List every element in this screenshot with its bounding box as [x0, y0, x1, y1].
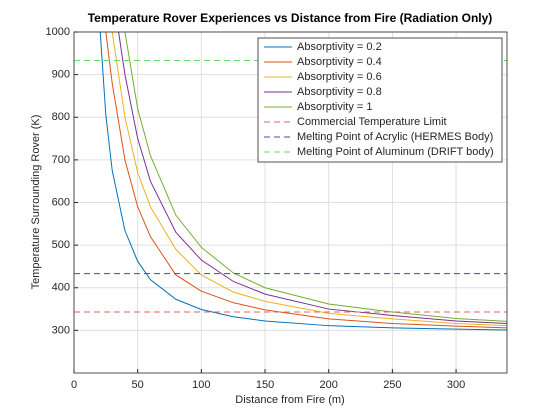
x-tick-label: 100 — [192, 379, 210, 391]
axes-box — [73, 31, 508, 374]
x-tick-label: 0 — [71, 379, 77, 391]
y-tick-label: 300 — [52, 324, 70, 336]
line — [118, 32, 507, 325]
legend-label: Absorptivity = 0.4 — [297, 56, 382, 68]
line — [105, 32, 507, 329]
y-tick-label: 1000 — [46, 26, 70, 38]
legend-label: Commercial Temperature Limit — [297, 116, 447, 128]
y-tick-label: 400 — [52, 282, 70, 294]
y-tick-label: 500 — [52, 239, 70, 251]
x-axis-label: Distance from Fire (m) — [235, 394, 344, 406]
line — [124, 32, 507, 322]
x-tick-label: 150 — [256, 379, 274, 391]
legend-label: Absorptivity = 0.6 — [297, 71, 382, 83]
legend-label: Absorptivity = 1 — [297, 101, 373, 113]
legend-box — [257, 37, 503, 163]
x-tick-label: 250 — [383, 379, 401, 391]
legend-label: Melting Point of Acrylic (HERMES Body) — [297, 131, 493, 143]
x-tick-label: 50 — [132, 379, 144, 391]
y-tick-label: 900 — [52, 69, 70, 81]
legend-label: Absorptivity = 0.2 — [297, 41, 382, 53]
y-tick-label: 700 — [52, 154, 70, 166]
x-tick-label: 200 — [320, 379, 338, 391]
y-tick-label: 600 — [52, 196, 70, 208]
line — [99, 32, 507, 331]
plot-lines — [74, 32, 507, 331]
line — [111, 32, 507, 327]
legend-label: Absorptivity = 0.8 — [297, 86, 382, 98]
y-axis-label: Temperature Surrounding Rover (K) — [30, 115, 42, 290]
x-tick-label: 300 — [447, 379, 465, 391]
y-tick-label: 800 — [52, 111, 70, 123]
legend-label: Melting Point of Aluminum (DRIFT body) — [297, 146, 494, 158]
chart-title: Temperature Rover Experiences vs Distanc… — [88, 11, 493, 25]
